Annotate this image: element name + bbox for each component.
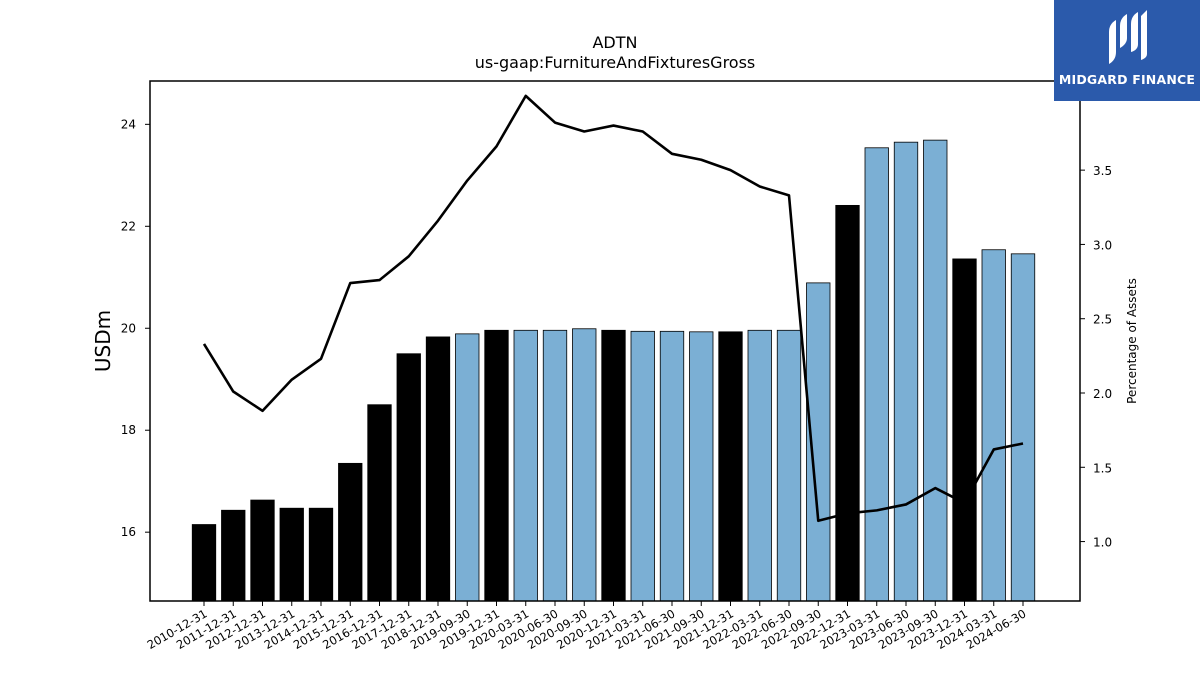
bar [542,329,568,602]
bar [659,330,685,602]
bar [1010,253,1036,602]
bar [338,462,363,602]
bar [279,507,304,602]
bar [484,329,509,602]
bar [601,329,626,602]
plot-frame [149,80,1081,602]
brand-logo: MIDGARD FINANCE [1054,0,1200,101]
bar [864,147,889,602]
y2-tick-label: 3.0 [1093,238,1112,252]
bar [191,524,217,602]
logo-text: MIDGARD FINANCE [1058,72,1196,87]
right-axis-ticks: 1.01.52.02.53.03.54.0 [1080,90,1112,550]
bar [893,141,919,602]
y2-tick-label: 1.5 [1093,461,1112,475]
bar [308,507,334,602]
chart-subtitle: us-gaap:FurnitureAndFixturesGross [475,53,756,72]
bar [250,499,275,602]
bar [776,329,802,602]
y2-axis-label: Percentage of Assets [1125,278,1139,404]
bar [221,509,246,602]
bar [630,330,655,602]
bar [923,139,948,602]
chart-title: ADTN [592,33,637,52]
bar [367,404,392,602]
y-tick-label: 22 [121,219,136,233]
bar [425,336,451,602]
y2-tick-label: 3.5 [1093,164,1112,178]
bar [718,331,743,602]
bar [396,353,421,602]
x-axis-ticks: 2010-12-312011-12-312012-12-312013-12-31… [145,601,1029,652]
percentage-line [202,94,1024,523]
bars-group [191,139,1036,602]
bar [455,333,480,602]
line-group [202,94,1024,523]
left-axis-ticks: 16 18 20 22 24 [121,117,150,539]
bar [952,258,977,602]
y-axis-label: USDm [91,310,115,372]
y-tick-label: 18 [121,423,136,437]
midgard-logo-icon [1109,10,1147,64]
bar [835,204,860,602]
bar [981,249,1006,602]
y2-tick-label: 2.0 [1093,387,1112,401]
bar [747,329,772,602]
y-tick-label: 16 [121,525,136,539]
bar [513,329,538,602]
bar [572,328,597,602]
y2-tick-label: 2.5 [1093,313,1112,327]
bar [689,331,714,602]
y-tick-label: 20 [121,321,136,335]
y-tick-label: 24 [121,117,136,131]
y2-tick-label: 1.0 [1093,536,1112,550]
